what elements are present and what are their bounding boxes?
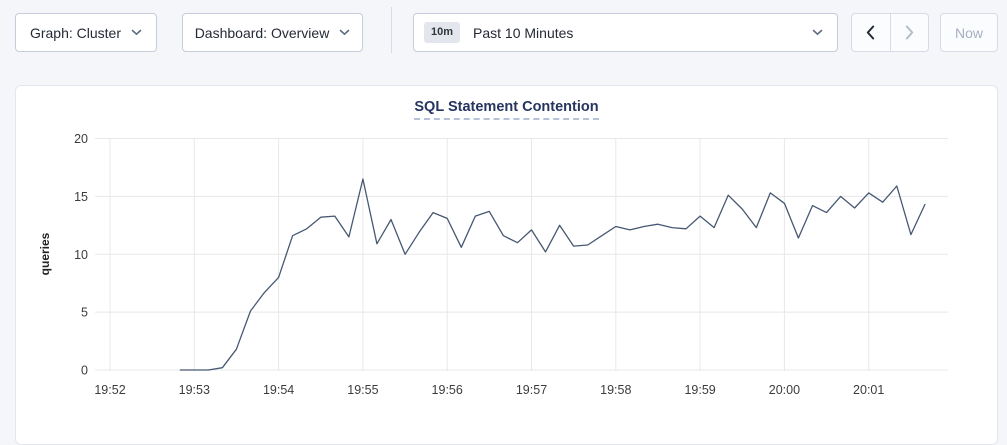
time-range-label: Past 10 Minutes	[473, 24, 574, 41]
chevron-down-icon	[131, 29, 142, 35]
dashboard-selector-label: Dashboard: Overview	[194, 24, 330, 41]
graph-selector-dropdown[interactable]: Graph: Cluster	[15, 13, 157, 52]
chevron-left-icon	[867, 25, 875, 40]
chart-card	[15, 85, 998, 445]
now-button-label: Now	[954, 24, 983, 41]
time-range-badge: 10m	[424, 22, 461, 43]
next-time-window-button[interactable]	[891, 14, 929, 51]
now-button[interactable]: Now	[940, 13, 998, 52]
graph-selector-label: Graph: Cluster	[29, 24, 122, 41]
dashboard-selector-dropdown[interactable]: Dashboard: Overview	[182, 13, 363, 52]
toolbar-divider	[391, 7, 392, 53]
chart-title-wrap: SQL Statement Contention	[15, 98, 998, 120]
chart-title[interactable]: SQL Statement Contention	[414, 99, 599, 120]
chevron-down-icon	[340, 29, 350, 35]
time-window-pager	[851, 13, 929, 52]
chevron-right-icon	[905, 25, 913, 40]
time-range-dropdown[interactable]: 10m Past 10 Minutes	[413, 13, 838, 52]
chevron-down-icon	[812, 29, 823, 35]
prev-time-window-button[interactable]	[852, 14, 891, 51]
